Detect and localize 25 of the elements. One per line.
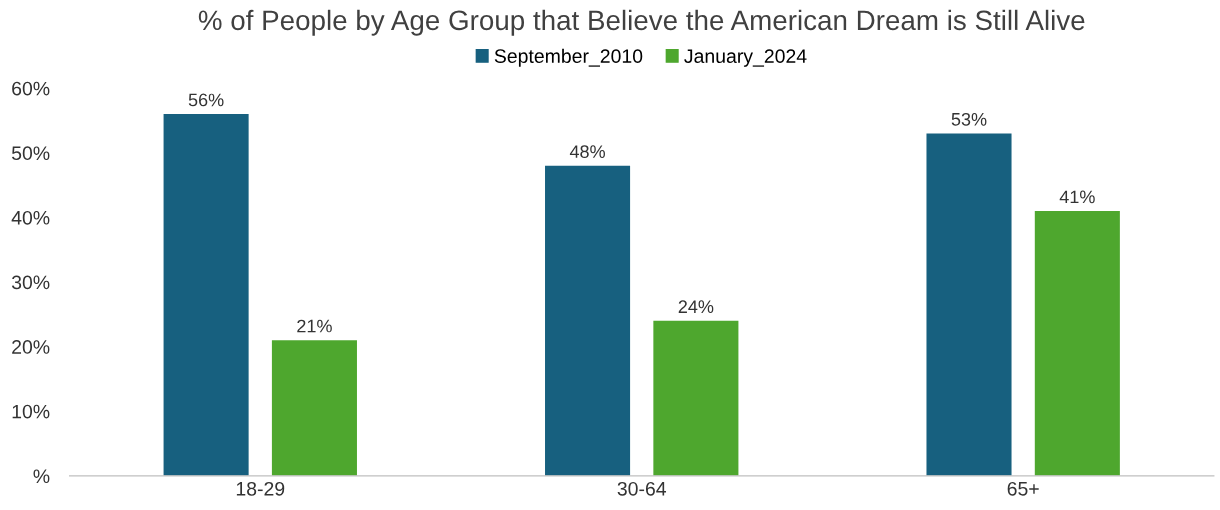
y-tick-label: 60%: [12, 81, 50, 96]
data-label: 53%: [951, 112, 987, 126]
data-label: 21%: [297, 319, 332, 333]
data-label: 41%: [1059, 190, 1095, 204]
bar: [163, 114, 249, 476]
bar: [1034, 210, 1120, 476]
y-tick-label: 40%: [11, 210, 50, 225]
legend-label: September_2010: [494, 48, 643, 67]
y-tick-label: 20%: [12, 340, 50, 354]
data-label: 48%: [569, 145, 605, 159]
x-tick-label: 18-29: [236, 481, 285, 496]
bar: [653, 320, 739, 476]
legend-label: January_2024: [684, 49, 807, 67]
x-tick-label: 30-64: [617, 481, 667, 496]
y-tick-label: 50%: [11, 146, 50, 161]
bar: [271, 340, 357, 476]
y-tick-label: %: [33, 469, 50, 483]
bar: [926, 133, 1012, 476]
data-label: 24%: [678, 300, 714, 313]
bar: [545, 165, 631, 476]
x-tick-label: 65+: [1007, 481, 1039, 496]
data-label: 56%: [188, 93, 224, 107]
y-tick-label: 10%: [12, 404, 50, 419]
y-tick-label: 30%: [11, 275, 50, 290]
chart-title: % of People by Age Group that Believe the American Dream is Still Alive: [198, 9, 1085, 36]
